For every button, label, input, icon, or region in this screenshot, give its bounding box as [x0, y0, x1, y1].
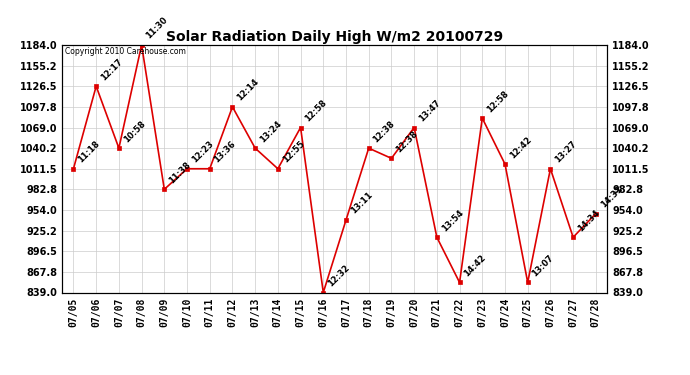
Text: 13:24: 13:24	[258, 119, 283, 144]
Text: 13:36: 13:36	[213, 140, 237, 165]
Text: 13:54: 13:54	[440, 208, 465, 233]
Title: Solar Radiation Daily High W/m2 20100729: Solar Radiation Daily High W/m2 20100729	[166, 30, 503, 44]
Text: 12:23: 12:23	[190, 139, 215, 165]
Text: 14:42: 14:42	[462, 253, 488, 278]
Text: 13:11: 13:11	[348, 190, 374, 216]
Text: 14:34: 14:34	[576, 208, 601, 233]
Text: 12:42: 12:42	[508, 135, 533, 160]
Text: 12:38: 12:38	[371, 119, 397, 144]
Text: 13:47: 13:47	[417, 98, 442, 123]
Text: 13:07: 13:07	[531, 253, 555, 278]
Text: Copyright 2010 Carehouse.com: Copyright 2010 Carehouse.com	[65, 48, 186, 57]
Text: 12:38: 12:38	[394, 129, 420, 154]
Text: 11:18: 11:18	[76, 139, 101, 165]
Text: 14:31: 14:31	[599, 184, 624, 209]
Text: 11:38: 11:38	[167, 160, 193, 185]
Text: 12:55: 12:55	[281, 139, 306, 165]
Text: 11:30: 11:30	[144, 16, 170, 41]
Text: 12:17: 12:17	[99, 57, 124, 82]
Text: 10:58: 10:58	[121, 119, 147, 144]
Text: 12:58: 12:58	[485, 89, 511, 114]
Text: 13:27: 13:27	[553, 140, 578, 165]
Text: 12:32: 12:32	[326, 263, 351, 288]
Text: 12:14: 12:14	[235, 77, 261, 103]
Text: 12:58: 12:58	[304, 98, 328, 123]
